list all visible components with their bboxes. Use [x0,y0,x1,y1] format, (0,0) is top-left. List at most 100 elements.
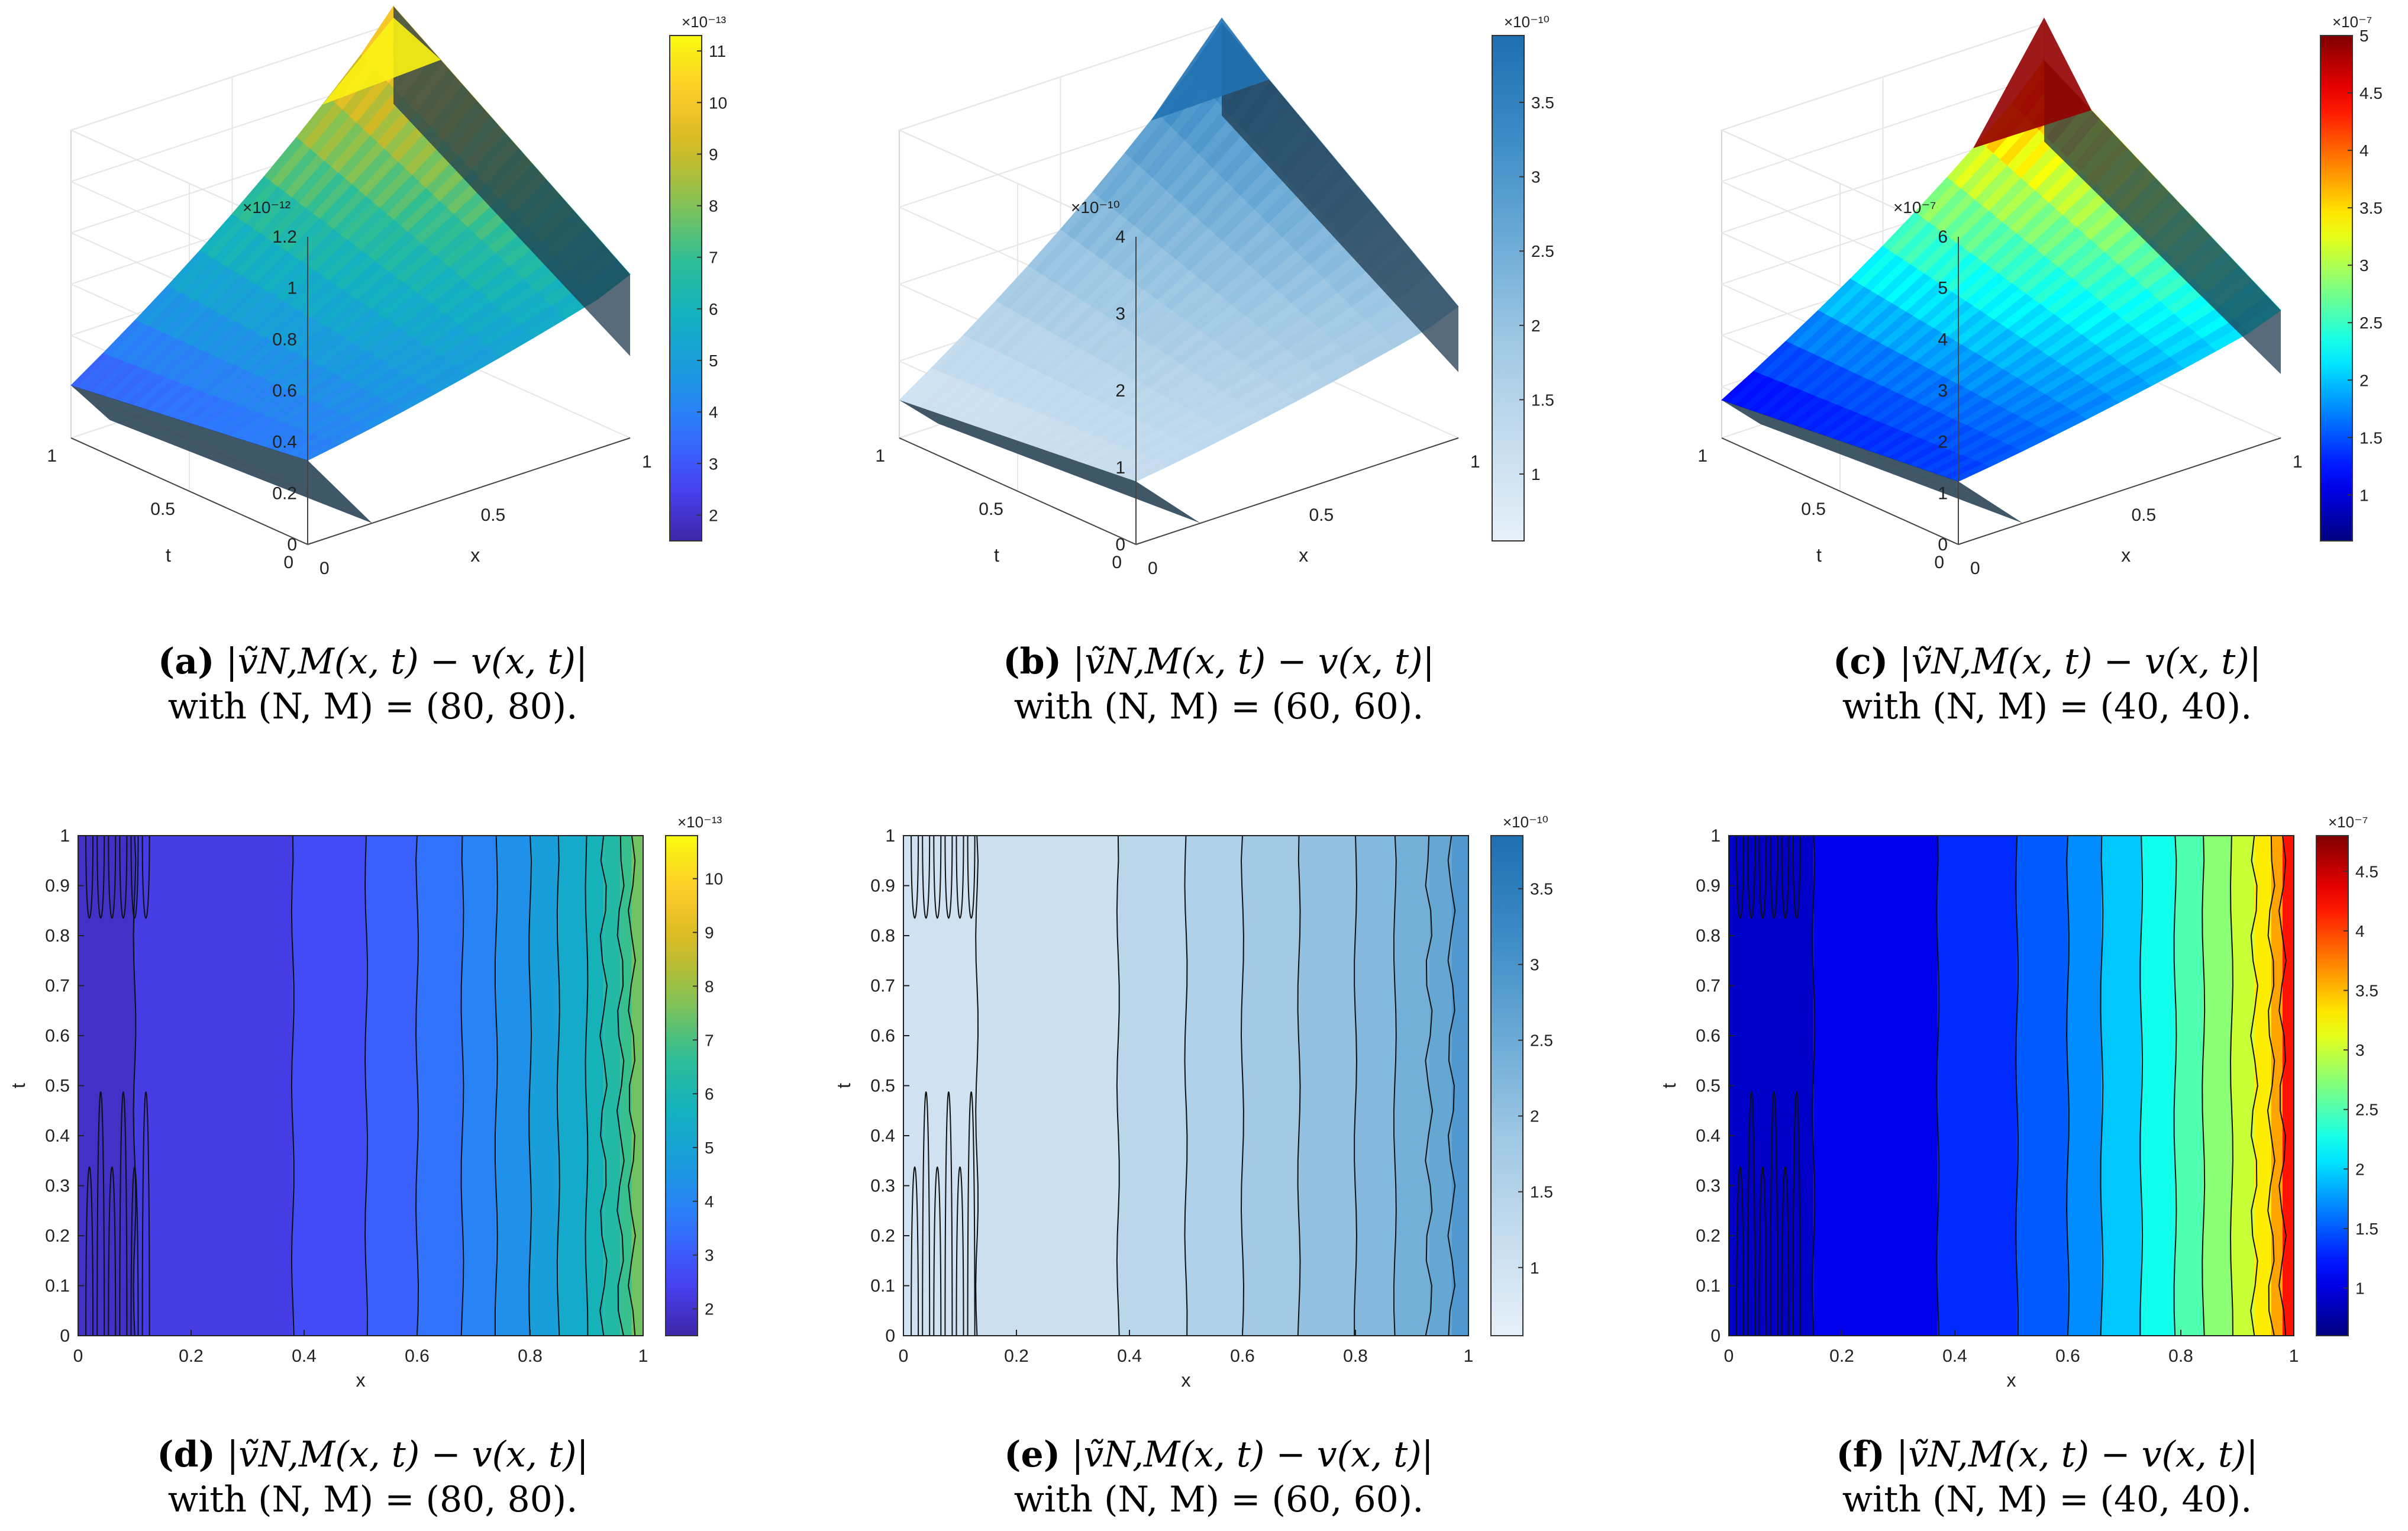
y-tick-label: 0.4 [45,1126,70,1146]
contour-line [1297,835,1301,1336]
t-tick-label: 0.5 [150,499,175,519]
z-tick-label: 5 [1938,279,1948,298]
y-tick-label: 0.2 [45,1226,70,1246]
t-axis-label: t [166,544,171,566]
t-axis-label: t [1816,544,1822,566]
colorbar-tick-label: 9 [709,145,718,163]
contour-line [911,835,919,919]
caption-label: (b) [1003,641,1061,682]
contour-band [1429,836,1452,1336]
contour-band [2068,836,2102,1336]
y-tick-label: 1 [1710,826,1721,846]
z-tick-label: 1 [1115,458,1125,478]
colorbar-tick-label: 1 [2359,486,2369,504]
contour-line [922,835,931,919]
contour-line [108,835,117,919]
colorbar-tick-label: 4 [2355,922,2365,940]
contour-line [944,835,953,919]
surface-edge-right [1222,22,1458,372]
y-axis-label: t [1658,1083,1680,1088]
y-tick-label: 0.3 [1696,1177,1721,1196]
y-tick-label: 0 [1710,1326,1721,1346]
colorbar-tick-label: 8 [705,977,714,995]
x-axis-label: x [2121,544,2131,566]
x-tick-label: 0 [1148,559,1158,578]
surface-peak [322,17,441,105]
contour-plot-d: 0 0.2 0.4 0.6 0.8 100.10.20.30.40.50.60.70.80… [8,813,723,1391]
y-tick-label: 0.6 [870,1026,895,1046]
contour-line [1240,835,1245,1336]
colorbar-tick-label: 3.5 [2359,199,2383,217]
contour-line [599,835,608,1336]
contour-line [1758,1166,1767,1336]
colorbar-tick-label: 4 [2359,141,2369,160]
contour-line [2250,835,2259,1336]
contour-band [1813,836,1938,1336]
colorbar [2320,35,2353,542]
colorbar-tick-label: 9 [705,924,714,942]
colorbar [665,835,698,1336]
contour-line [1447,835,1456,1336]
t-tick-label: 0 [283,553,293,572]
contour-line [1792,835,1801,919]
z-tick-label: 3 [1938,381,1948,401]
z-gridline [898,23,1222,237]
colorbar-tick-label: 2.5 [2359,314,2383,332]
contour-plot-f: 0 0.2 0.4 0.6 0.8 1 0 0.1 0.2 0.3 0.4 0.5 0.6 0.7 0.8 0… [1658,813,2378,1391]
t-tick-label: 0 [1112,553,1122,572]
colorbar-tick-label: 6 [705,1085,714,1103]
x-tick-label: 0 [899,1346,909,1366]
colorbar-tick-label: 1.5 [1531,391,1554,409]
z-gridline [1720,23,2045,237]
colorbar-tick-label: 7 [709,249,718,267]
surface-edge-left [71,385,372,523]
x-tick-label: 0.6 [405,1346,430,1366]
colorbar [1490,835,1523,1336]
contour-line [108,1166,117,1336]
x-axis [1958,437,2281,545]
contour-band [1355,836,1395,1336]
x-tick-label: 0 [319,559,330,578]
contour-line [1770,1091,1778,1336]
caption-c: (c) |ṽN,M(x, t) − v(x, t)| with (N, M) =… [1781,639,2313,729]
contour-line [2173,835,2177,1336]
contour-line [2229,835,2233,1336]
colorbar-tick-label: 2.5 [1530,1032,1553,1050]
surface-plot-b: 0 1 2 3 4 ×10⁻¹⁰ 0 0.5 1 t 0 0.5 1 x 1 1.5 2 2.5 3 3.5 ×10⁻¹… [875,13,1554,578]
colorbar-tick-label: 2 [709,506,718,524]
colorbar-tick-label: 2 [2359,371,2369,389]
x-tick-label: 0.6 [1230,1346,1255,1366]
contour-band [2175,836,2204,1336]
caption-expression: |ṽN,M(x, t) − v(x, t)| [1071,1434,1434,1475]
contour-line [2278,835,2287,1336]
t-tick-label: 1 [1697,446,1707,466]
contour-band [2282,836,2294,1336]
contour-line [967,835,976,919]
contour-line [1736,835,1745,919]
z-exponent: ×10⁻¹² [243,198,290,217]
contour-band [530,836,559,1336]
surface-peak [1973,17,2091,149]
t-axis [899,437,1137,545]
caption-label: (a) [157,641,215,682]
contour-band [620,836,632,1336]
contour-line [1736,1166,1745,1336]
x-tick-label: 0.6 [2055,1346,2080,1366]
y-tick-label: 0.9 [870,876,895,896]
surface-peak [1151,17,1269,121]
caption-expression: |ṽN,M(x, t) − v(x, t)| [1896,1434,2258,1475]
contour-line [1747,835,1756,919]
z-tick-label: 6 [1938,227,1948,247]
contour-band [2231,836,2255,1336]
z-tick-label: 2 [1938,433,1948,452]
caption-b: (b) |ṽN,M(x, t) − v(x, t)| with (N, M) =… [953,639,1485,729]
contour-line [364,835,368,1336]
y-tick-label: 0.6 [1696,1026,1721,1046]
x-tick-label: 1 [1464,1346,1474,1366]
y-tick-label: 0.5 [45,1076,70,1096]
colorbar-tick-label: 5 [709,352,718,370]
contour-band [1242,836,1299,1336]
contour-line [922,1091,931,1336]
contour-band [496,836,530,1336]
